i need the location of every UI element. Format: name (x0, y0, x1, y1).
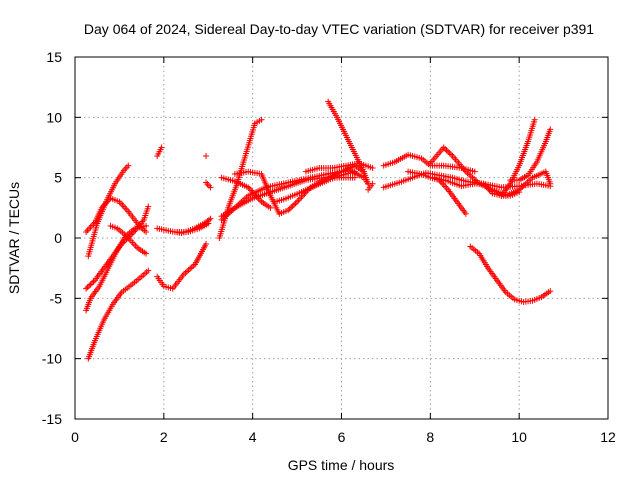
series-track-5 (107, 222, 150, 257)
data-point-marker (531, 116, 538, 123)
series-track-10 (174, 220, 212, 235)
data-points (83, 98, 554, 362)
x-tick-label: 6 (338, 429, 346, 445)
data-point-marker (267, 204, 274, 211)
data-point-marker (143, 222, 150, 229)
series-track-22 (380, 151, 478, 175)
y-tick-label: 10 (46, 109, 62, 125)
x-tick-label: 10 (511, 429, 527, 445)
data-point-marker (158, 144, 165, 151)
data-point-marker (203, 241, 210, 248)
data-point-marker (145, 267, 152, 274)
data-point-marker (286, 205, 293, 212)
x-tick-label: 8 (426, 429, 434, 445)
y-axis-label: SDTVAR / TECUs (6, 182, 22, 294)
data-point-marker (90, 278, 97, 285)
x-tick-label: 4 (249, 429, 257, 445)
y-tick-label: -5 (50, 290, 63, 306)
y-tick-label: -15 (42, 411, 62, 427)
data-point-marker (87, 281, 94, 288)
data-point-marker (291, 201, 298, 208)
data-point-marker (143, 228, 150, 235)
series-track-2 (83, 195, 150, 235)
data-point-marker (462, 210, 469, 217)
y-tick-label: 15 (46, 49, 62, 65)
data-point-marker (547, 180, 554, 187)
data-point-marker (547, 288, 554, 295)
data-point-marker (205, 216, 212, 223)
data-point-marker (89, 280, 96, 287)
series-track-4 (83, 222, 150, 314)
series-track-29 (507, 126, 554, 184)
series-track-12 (203, 179, 214, 191)
data-point-marker (448, 151, 455, 158)
series-track-11 (203, 152, 210, 159)
series-track-7 (154, 144, 165, 159)
x-tick-label: 2 (160, 429, 168, 445)
chart-title: Day 064 of 2024, Sidereal Day-to-day VTE… (84, 21, 594, 37)
data-point-marker (445, 148, 452, 155)
series-track-9 (154, 241, 210, 292)
data-point-marker (83, 285, 90, 292)
series-track-27 (467, 243, 554, 305)
data-point-marker (516, 189, 523, 196)
data-point-marker (203, 152, 210, 159)
data-point-marker (258, 116, 265, 123)
data-point-marker (369, 165, 376, 172)
data-point-marker (125, 162, 132, 169)
data-point-marker (547, 126, 554, 133)
series-track-6 (85, 267, 152, 362)
data-point-marker (443, 147, 450, 154)
y-tick-label: 5 (54, 170, 62, 186)
x-tick-label: 0 (71, 429, 79, 445)
data-point-marker (285, 207, 292, 214)
series-track-18 (271, 168, 358, 205)
data-point-marker (292, 200, 299, 207)
data-point-marker (351, 174, 358, 181)
series-track-15 (218, 174, 274, 211)
series-track-1 (85, 162, 132, 260)
data-point-marker (446, 150, 453, 157)
data-point-marker (442, 145, 449, 152)
data-point-marker (440, 144, 447, 151)
y-tick-label: -10 (42, 351, 62, 367)
series-track-20 (302, 160, 376, 175)
x-tick-label: 12 (600, 429, 616, 445)
y-tick-label: 0 (54, 230, 62, 246)
x-axis-label: GPS time / hours (288, 457, 395, 473)
data-point-marker (351, 168, 358, 175)
series-track-24 (405, 168, 469, 217)
data-point-marker (205, 220, 212, 227)
data-point-marker (145, 203, 152, 210)
data-point-marker (86, 282, 93, 289)
data-point-marker (369, 180, 376, 187)
data-point-marker (289, 203, 296, 210)
data-point-marker (207, 184, 214, 191)
data-point-marker (207, 215, 214, 222)
data-point-marker (288, 204, 295, 211)
axis-ticks: 0 2 4 6 8 10 12 -15 -10 -5 0 5 10 15 (42, 49, 616, 445)
series-track-21 (365, 180, 376, 193)
data-point-marker (84, 284, 91, 291)
data-point-marker (143, 250, 150, 257)
data-point-marker (471, 168, 478, 175)
